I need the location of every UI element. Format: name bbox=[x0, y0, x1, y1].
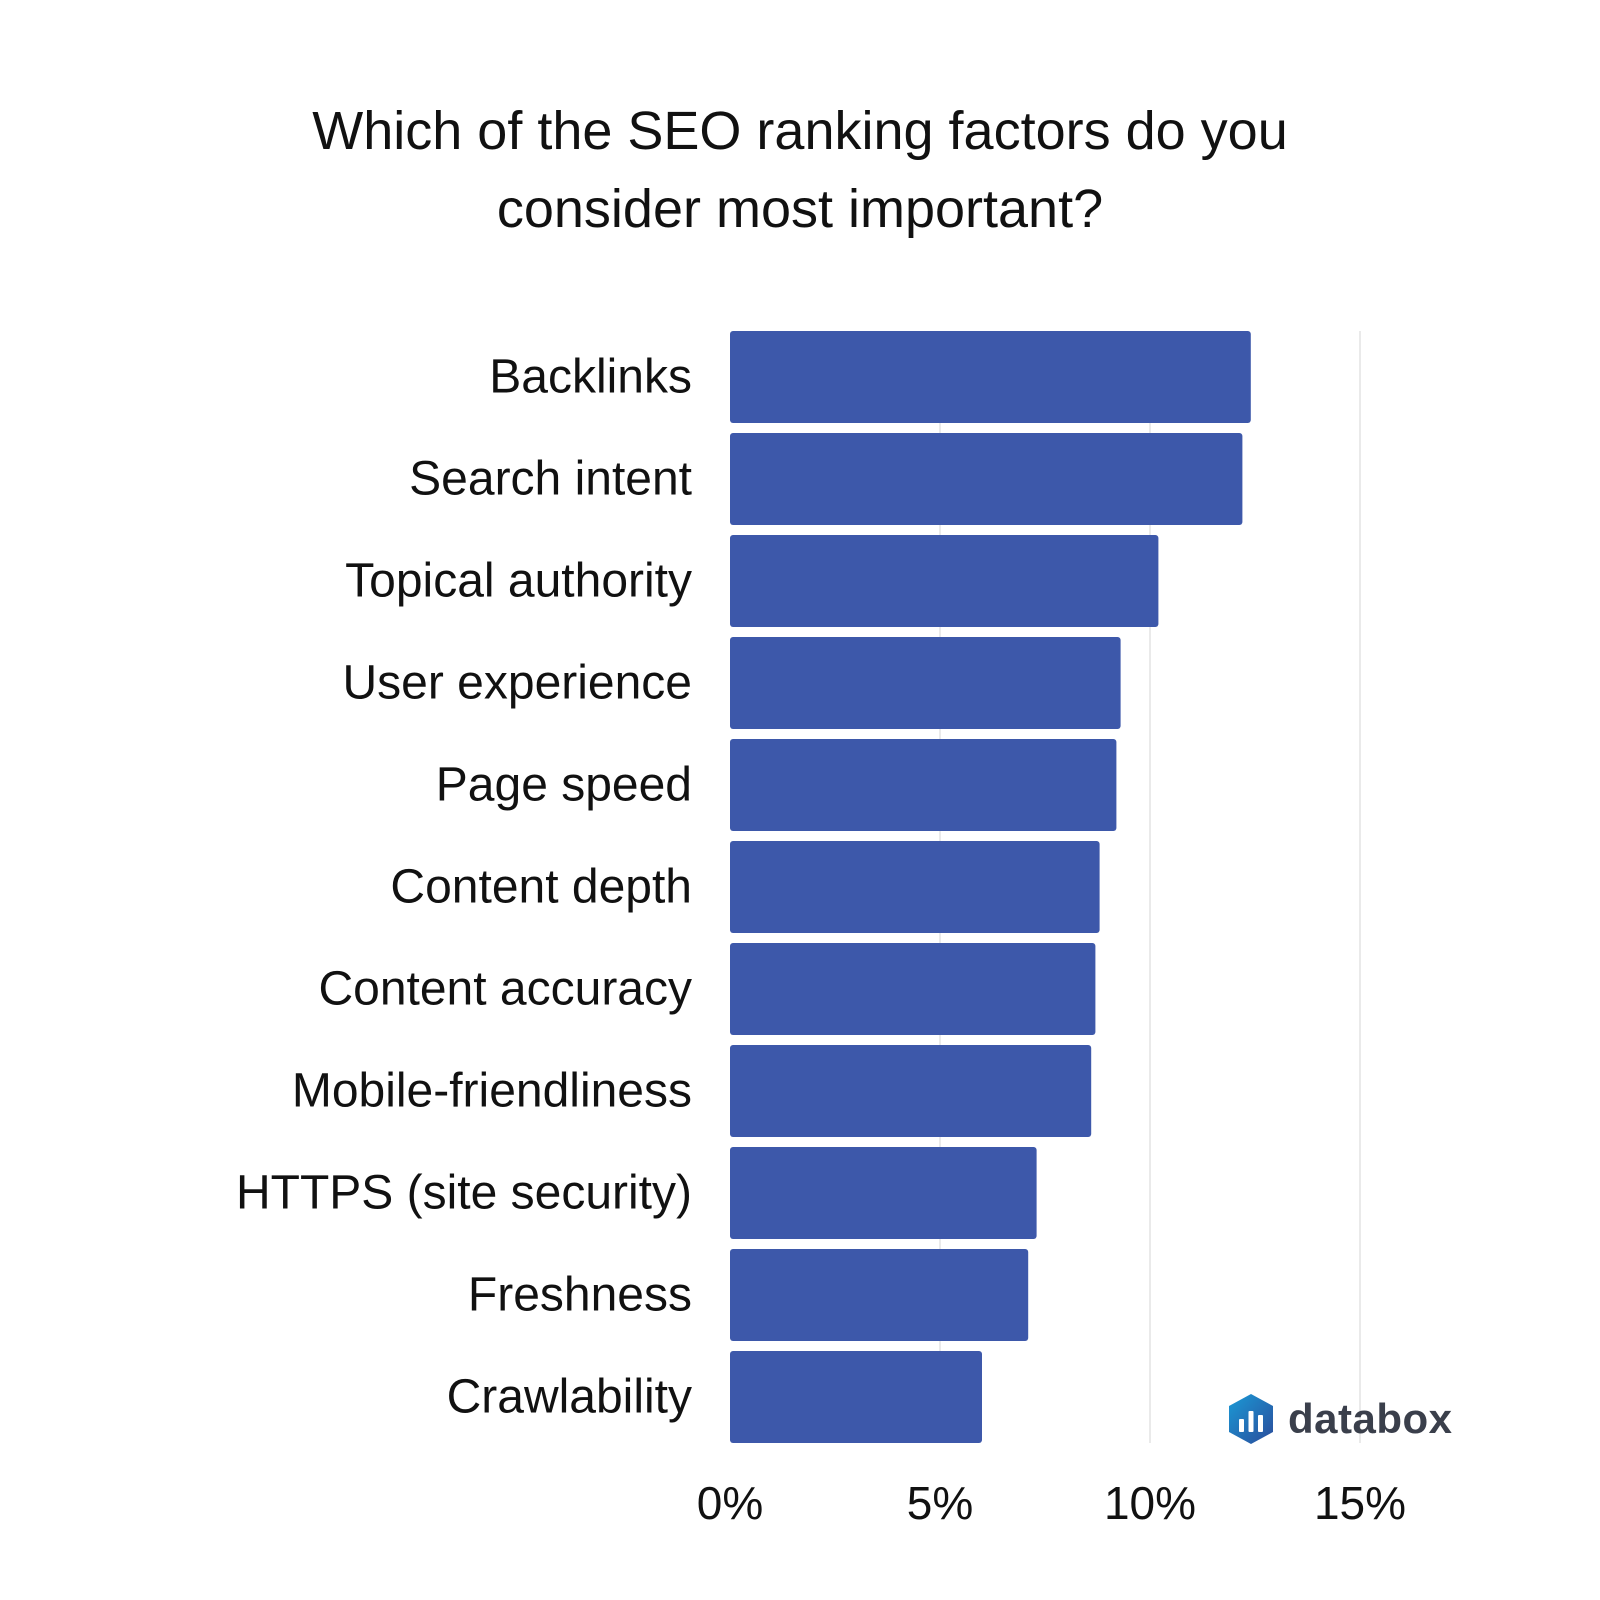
x-tick-label-2: 10% bbox=[1104, 1477, 1196, 1529]
bar-2 bbox=[730, 535, 1159, 627]
category-label-6: Content accuracy bbox=[318, 963, 692, 1016]
databox-brand: databox bbox=[1226, 1392, 1453, 1446]
category-label-7: Mobile-friendliness bbox=[292, 1065, 692, 1118]
bar-1 bbox=[730, 433, 1243, 525]
x-tick-label-3: 15% bbox=[1314, 1477, 1406, 1529]
bar-3 bbox=[730, 637, 1121, 729]
category-label-4: Page speed bbox=[436, 759, 692, 812]
bar-4 bbox=[730, 739, 1117, 831]
databox-brand-name: databox bbox=[1288, 1395, 1453, 1442]
category-label-2: Topical authority bbox=[345, 555, 692, 608]
chart-title: Which of the SEO ranking factors do you … bbox=[200, 92, 1400, 248]
bar-8 bbox=[730, 1147, 1037, 1239]
bar-7 bbox=[730, 1045, 1092, 1137]
databox-logo-icon bbox=[1229, 1394, 1273, 1444]
bar-5 bbox=[730, 841, 1100, 933]
category-label-10: Crawlability bbox=[447, 1371, 692, 1424]
category-label-8: HTTPS (site security) bbox=[236, 1167, 692, 1220]
category-label-3: User experience bbox=[343, 657, 693, 710]
x-tick-label-0: 0% bbox=[697, 1477, 763, 1529]
category-label-9: Freshness bbox=[468, 1269, 692, 1322]
chart-title-line-2: consider most important? bbox=[496, 179, 1104, 239]
category-label-0: Backlinks bbox=[489, 351, 692, 404]
bar-9 bbox=[730, 1249, 1029, 1341]
bar-0 bbox=[730, 331, 1251, 423]
category-label-1: Search intent bbox=[409, 453, 692, 506]
bar-6 bbox=[730, 943, 1096, 1035]
bar-10 bbox=[730, 1351, 982, 1443]
chart-title-line-1: Which of the SEO ranking factors do you bbox=[312, 101, 1288, 161]
category-label-5: Content depth bbox=[390, 861, 692, 914]
x-tick-label-1: 5% bbox=[907, 1477, 973, 1529]
